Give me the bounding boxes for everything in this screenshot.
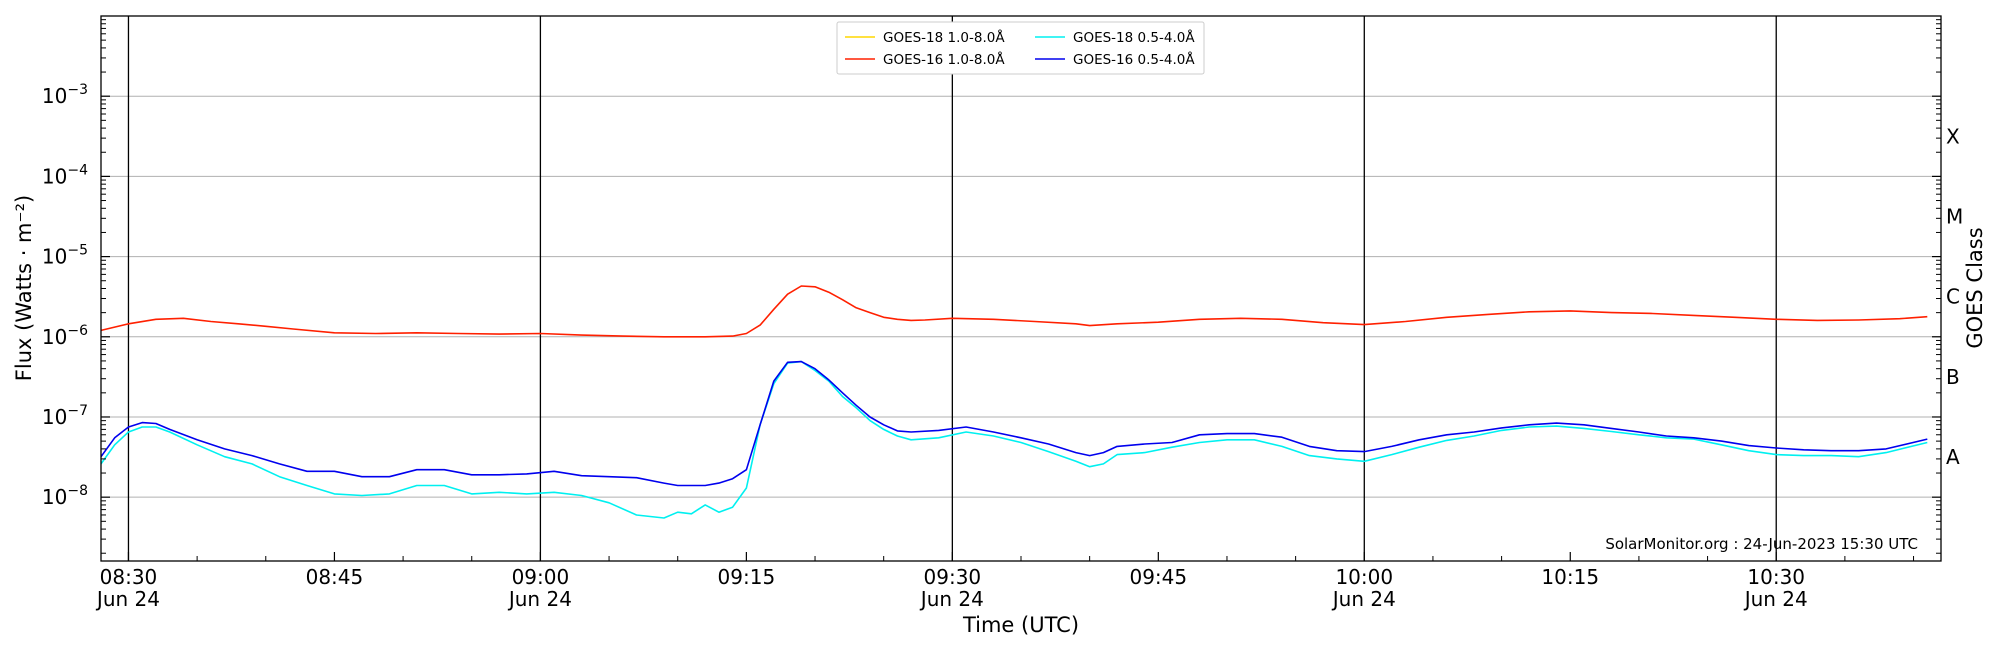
goes-class-label: C [1946, 285, 1960, 309]
x-tick-date-label: Jun 24 [919, 587, 984, 611]
x-tick-label: 09:45 [1129, 565, 1187, 589]
y-tick-label: 10−6 [42, 323, 88, 349]
x-tick-label: 08:45 [306, 565, 364, 589]
y-tick-label: 10−8 [42, 483, 88, 509]
y-tick-label: 10−3 [42, 82, 88, 108]
y-axis-title: Flux (Watts · m⁻²) [12, 195, 36, 381]
legend-label: GOES-18 1.0-8.0Å [883, 29, 1005, 46]
x-tick-date-label: Jun 24 [1331, 587, 1396, 611]
x-tick-label: 09:15 [718, 565, 776, 589]
x-tick-label: 08:30 [100, 565, 158, 589]
x-tick-label: 10:30 [1747, 565, 1805, 589]
x-tick-label: 10:15 [1541, 565, 1599, 589]
series-lines [100, 285, 1928, 519]
x-tick-label: 09:30 [924, 565, 982, 589]
y-tick-label: 10−4 [42, 162, 88, 188]
x-axis-title: Time (UTC) [962, 613, 1079, 637]
plot-frame [100, 15, 1942, 562]
legend-label: GOES-16 1.0-8.0Å [883, 51, 1005, 68]
goes-class-label: B [1946, 365, 1960, 389]
x-tick-label: 09:00 [512, 565, 570, 589]
goes-class-label: X [1946, 124, 1960, 148]
legend-label: GOES-16 0.5-4.0Å [1073, 51, 1195, 68]
goes-class-label: A [1946, 445, 1960, 469]
y-tick-label: 10−7 [42, 403, 88, 429]
x-tick-label: 10:00 [1335, 565, 1393, 589]
goes-class-label: M [1946, 205, 1963, 229]
legend-label: GOES-18 0.5-4.0Å [1073, 29, 1195, 46]
x-tick-date-label: Jun 24 [95, 587, 160, 611]
credit-text: SolarMonitor.org : 24-Jun-2023 15:30 UTC [1605, 535, 1918, 553]
x-tick-date-label: Jun 24 [1743, 587, 1808, 611]
series-line-goes-18-0-5-4-0- [100, 360, 1928, 519]
grid-lines [101, 16, 1941, 561]
legend-box [836, 21, 1205, 75]
legend: GOES-18 1.0-8.0Å GOES-16 1.0-8.0Å GOES-18 … [836, 21, 1205, 75]
series-line-goes-16-1-0-8-0- [100, 285, 1928, 338]
series-line-goes-16-0-5-4-0- [100, 360, 1928, 487]
y-tick-label: 10−5 [42, 243, 88, 269]
axis-ticks [101, 19, 1941, 561]
x-tick-date-label: Jun 24 [507, 587, 572, 611]
right-axis-title: GOES Class [1963, 227, 1987, 348]
